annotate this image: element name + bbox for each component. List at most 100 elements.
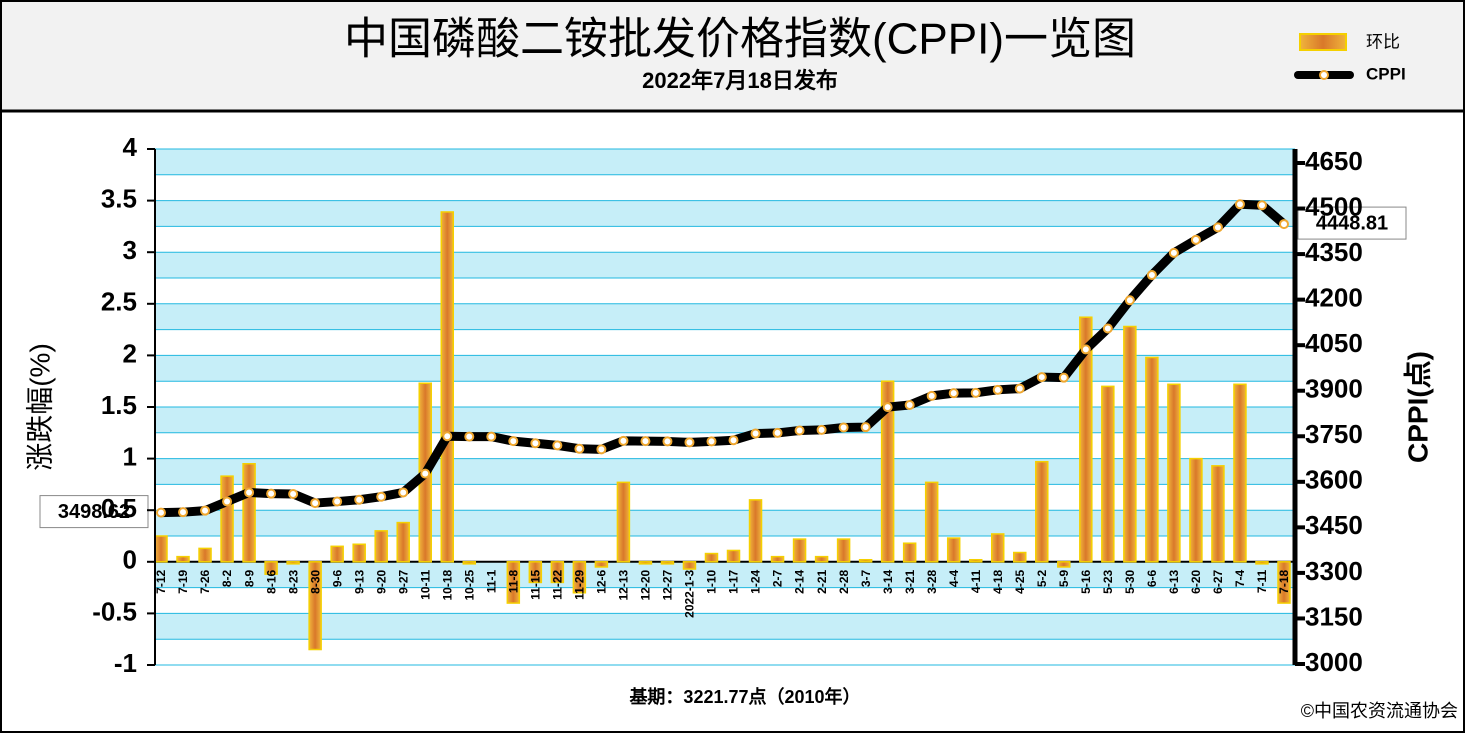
grid-band <box>155 613 1295 640</box>
cppi-point <box>1146 270 1157 281</box>
bar <box>726 549 741 563</box>
cppi-point <box>618 435 629 446</box>
cppi-point <box>1058 372 1069 383</box>
bar <box>990 533 1005 563</box>
cppi-point <box>178 507 189 518</box>
bar <box>638 561 653 565</box>
cppi-point <box>288 488 299 499</box>
cppi-point <box>706 436 717 447</box>
bar <box>352 543 366 563</box>
cppi-point <box>200 505 211 516</box>
x-tick-label: 8-2 <box>220 569 234 587</box>
y-tick-label: 2.5 <box>101 287 137 317</box>
grid-band <box>155 355 1295 382</box>
x-tick-label: 3-14 <box>881 569 895 593</box>
x-tick-label: 11-1 <box>484 569 498 593</box>
bar <box>1079 316 1093 563</box>
x-tick-label: 10-11 <box>418 569 432 599</box>
source: ©中国农资流通协会 <box>1301 701 1458 721</box>
cppi-point <box>354 494 365 505</box>
x-tick-label: 10-25 <box>462 569 476 600</box>
cppi-point <box>992 384 1003 395</box>
cppi-point <box>1256 200 1267 211</box>
x-tick-label: 3-7 <box>859 569 873 587</box>
bar <box>968 558 983 563</box>
bar <box>220 475 234 563</box>
cppi-point <box>662 436 673 447</box>
bar <box>660 561 675 565</box>
chart-title: 中国磷酸二铵批发价格指数(CPPI)一览图 <box>344 15 1136 64</box>
bar <box>154 535 168 563</box>
cppi-point <box>1102 323 1113 334</box>
cppi-point <box>508 436 519 447</box>
cppi-point <box>1036 372 1047 383</box>
cppi-point <box>156 507 166 518</box>
cppi-point <box>376 491 387 502</box>
bar <box>198 547 212 563</box>
cppi-point <box>904 399 915 410</box>
legend-swatch <box>1299 33 1347 51</box>
cppi-point <box>332 496 343 507</box>
y2-tick-label: 3750 <box>1305 419 1363 449</box>
y2-axis-label: CPPI(点) <box>1402 351 1433 463</box>
cppi-point <box>838 422 849 433</box>
bar <box>946 537 961 563</box>
cppi-point <box>1279 219 1289 230</box>
x-tick-label: 11-15 <box>529 569 543 599</box>
x-tick-label: 6-13 <box>1167 569 1181 593</box>
cppi-point <box>596 444 607 455</box>
x-tick-label: 11-29 <box>573 569 587 599</box>
y2-tick-label: 3300 <box>1305 556 1363 586</box>
bar <box>1101 385 1115 563</box>
cppi-point <box>222 496 233 507</box>
bar <box>616 481 631 563</box>
x-tick-label: 8-9 <box>242 569 256 587</box>
bar <box>1255 561 1269 565</box>
x-tick-label: 11-8 <box>506 569 520 593</box>
x-tick-label: 7-11 <box>1255 569 1269 593</box>
bar <box>176 555 190 563</box>
cppi-point <box>750 428 761 439</box>
x-tick-label: 5-30 <box>1123 569 1137 593</box>
x-tick-label: 10-18 <box>440 569 454 600</box>
bar <box>1013 551 1027 563</box>
cppi-point <box>1212 222 1223 233</box>
x-tick-label: 5-23 <box>1101 569 1115 593</box>
y-tick-label: 2 <box>123 338 137 368</box>
bar <box>330 545 344 563</box>
bar <box>440 211 455 563</box>
x-tick-label: 5-2 <box>1035 569 1049 587</box>
cppi-point <box>420 468 431 479</box>
bar <box>748 499 763 563</box>
bar <box>704 552 719 563</box>
bar <box>506 561 521 604</box>
x-tick-label: 3-21 <box>903 569 917 593</box>
cppi-point <box>1124 295 1135 306</box>
y2-tick-label: 4500 <box>1305 191 1363 221</box>
y2-tick-label: 4350 <box>1305 237 1363 267</box>
x-tick-label: 2022-1-3 <box>683 569 697 617</box>
cppi-point <box>442 431 453 442</box>
cppi-point <box>860 422 871 433</box>
x-tick-label: 7-12 <box>154 569 168 593</box>
bar <box>1277 561 1291 604</box>
bar <box>572 561 587 594</box>
bar <box>1211 465 1225 563</box>
y2-tick-label: 4050 <box>1305 328 1363 358</box>
cppi-line <box>160 199 1287 518</box>
x-tick-label: 8-30 <box>308 569 322 593</box>
y2-tick-label: 4200 <box>1305 283 1363 313</box>
cppi-point <box>816 424 827 435</box>
bar <box>396 521 410 563</box>
cppi-point <box>970 387 981 398</box>
cppi-point <box>882 402 893 413</box>
y2-tick-label: 3450 <box>1305 510 1363 540</box>
cppi-point <box>948 388 959 399</box>
x-tick-label: 5-16 <box>1079 569 1093 593</box>
y-tick-label: 4 <box>123 132 138 162</box>
header-band <box>2 2 1463 110</box>
y2-tick-label: 4650 <box>1305 146 1363 176</box>
bar <box>462 561 477 565</box>
bar <box>792 538 807 563</box>
